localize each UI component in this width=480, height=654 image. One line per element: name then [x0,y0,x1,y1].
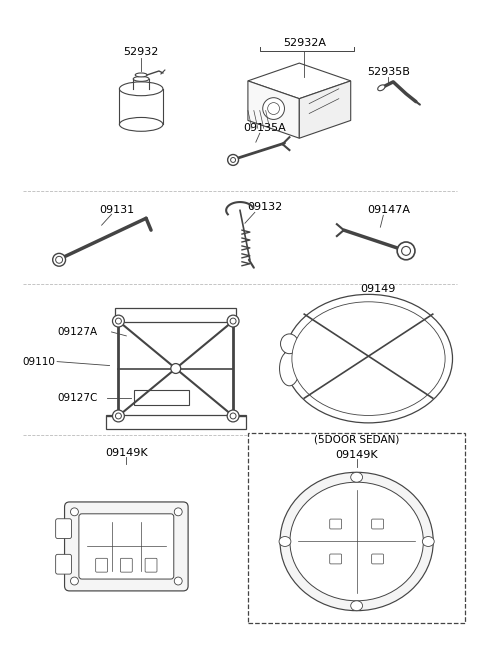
Text: 09147A: 09147A [367,205,410,215]
Ellipse shape [351,472,362,482]
Polygon shape [300,81,351,138]
FancyBboxPatch shape [64,502,188,591]
Ellipse shape [402,247,410,255]
Ellipse shape [174,508,182,516]
Ellipse shape [263,97,285,120]
Ellipse shape [290,482,423,601]
Text: 09131: 09131 [99,205,134,215]
Ellipse shape [120,118,163,131]
Ellipse shape [230,318,236,324]
Ellipse shape [227,410,239,422]
Ellipse shape [71,577,78,585]
Text: 52932A: 52932A [283,39,326,48]
Text: 52932: 52932 [123,47,159,57]
Ellipse shape [378,85,385,91]
Ellipse shape [228,154,239,165]
Text: 52935B: 52935B [367,67,410,77]
Ellipse shape [280,472,433,611]
Text: 09127A: 09127A [57,327,97,337]
Ellipse shape [280,334,298,354]
Ellipse shape [227,315,239,327]
FancyBboxPatch shape [145,559,157,572]
Text: (5DOOR SEDAN): (5DOOR SEDAN) [314,435,399,445]
FancyBboxPatch shape [134,390,189,405]
Text: 09149K: 09149K [336,449,378,460]
Ellipse shape [422,536,434,547]
FancyBboxPatch shape [372,554,384,564]
Ellipse shape [71,508,78,516]
FancyBboxPatch shape [106,415,246,429]
FancyBboxPatch shape [79,514,174,579]
Ellipse shape [53,253,66,266]
Ellipse shape [56,256,62,264]
Ellipse shape [171,364,180,373]
Ellipse shape [174,577,182,585]
Ellipse shape [397,242,415,260]
Ellipse shape [133,77,149,81]
Text: 09149: 09149 [360,284,396,294]
Ellipse shape [279,536,291,547]
Ellipse shape [135,73,147,77]
FancyBboxPatch shape [372,519,384,529]
FancyBboxPatch shape [330,554,342,564]
FancyBboxPatch shape [120,559,132,572]
Text: 09110: 09110 [23,356,55,367]
FancyBboxPatch shape [116,308,236,322]
Ellipse shape [120,82,163,95]
Ellipse shape [230,413,236,419]
FancyBboxPatch shape [56,555,72,574]
Ellipse shape [230,158,236,162]
Polygon shape [248,63,351,99]
Ellipse shape [285,294,453,423]
Polygon shape [248,81,300,138]
FancyBboxPatch shape [56,519,72,538]
Ellipse shape [292,301,445,415]
Text: 09149K: 09149K [105,447,148,458]
FancyBboxPatch shape [248,433,466,623]
Ellipse shape [268,103,279,114]
Ellipse shape [279,351,300,386]
Ellipse shape [112,315,124,327]
Ellipse shape [351,601,362,611]
Text: 09132: 09132 [247,202,282,213]
Ellipse shape [116,318,121,324]
Text: 09135A: 09135A [243,124,286,133]
Text: 09127C: 09127C [57,393,97,403]
Ellipse shape [112,410,124,422]
FancyBboxPatch shape [330,519,342,529]
FancyBboxPatch shape [96,559,108,572]
Ellipse shape [116,413,121,419]
